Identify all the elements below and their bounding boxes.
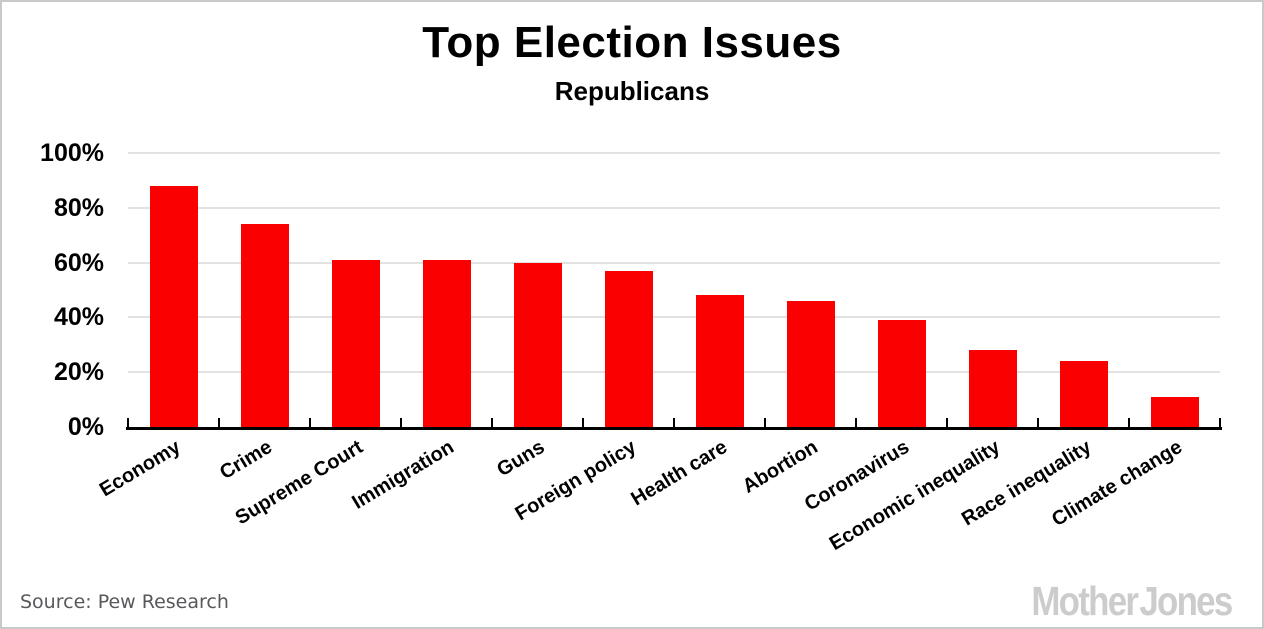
x-tick-label: Immigration <box>348 436 458 514</box>
bar-health-care <box>695 295 744 427</box>
bar-crime <box>240 224 289 427</box>
bar-economy <box>149 185 198 427</box>
x-axis-tick <box>1037 418 1039 427</box>
chart-title: Top Election Issues <box>422 18 842 67</box>
bar-supreme-court <box>331 259 380 427</box>
chart-subtitle: Republicans <box>554 76 710 106</box>
x-tick-label: Crime <box>215 436 276 485</box>
bar-immigration <box>422 259 471 427</box>
y-tick-label: 100% <box>40 139 104 167</box>
bar-economic-inequality <box>968 350 1017 427</box>
x-axis-line <box>126 427 1222 430</box>
x-tick-label: Foreign policy <box>511 436 640 526</box>
x-tick-label: Economic inequality <box>825 436 1004 556</box>
x-tick-label: Economy <box>96 436 185 502</box>
x-axis-tick <box>855 418 857 427</box>
x-tick-label: Health care <box>627 436 731 511</box>
bar-climate-change <box>1150 396 1199 427</box>
y-tick-label: 80% <box>53 193 104 222</box>
y-axis: 0% 20% 40% 60% 80% 100% <box>2 139 104 441</box>
gridline <box>128 152 1220 154</box>
y-tick-label: 40% <box>53 303 104 332</box>
x-tick-label: Guns <box>493 436 549 482</box>
x-axis-tick <box>1128 418 1130 427</box>
y-tick-label: 60% <box>53 248 104 277</box>
x-axis-tick <box>127 418 129 427</box>
y-tick-label: 0% <box>67 413 104 441</box>
gridline <box>128 371 1220 374</box>
x-tick-label: Abortion <box>739 436 822 498</box>
bar-guns <box>513 262 562 427</box>
x-tick-label: Climate change <box>1047 436 1186 531</box>
x-axis-tick <box>764 418 766 427</box>
brand-logo: Mother Jones <box>1031 578 1234 624</box>
plot-area <box>126 152 1222 430</box>
gridline <box>128 261 1220 264</box>
x-axis-tick <box>218 418 220 427</box>
source-note: Source: Pew Research <box>20 591 229 613</box>
bar-foreign-policy <box>604 270 653 427</box>
gridline <box>128 316 1220 319</box>
bar-race-inequality <box>1059 361 1108 427</box>
gridline <box>128 206 1220 209</box>
x-tick-label: Coronavirus <box>800 436 913 516</box>
x-axis-tick <box>1219 418 1221 427</box>
x-axis-tick <box>309 418 311 427</box>
x-axis-tick <box>491 418 493 427</box>
y-tick-label: 20% <box>53 358 104 387</box>
x-axis-tick <box>946 418 948 427</box>
x-tick-label: Race inequality <box>957 436 1095 531</box>
x-tick-label: Supreme Court <box>231 436 367 530</box>
bar-coronavirus <box>877 320 926 427</box>
x-axis-tick <box>400 418 402 427</box>
bar-abortion <box>786 300 835 427</box>
x-axis-tick <box>673 418 675 427</box>
x-axis-tick <box>582 418 584 427</box>
